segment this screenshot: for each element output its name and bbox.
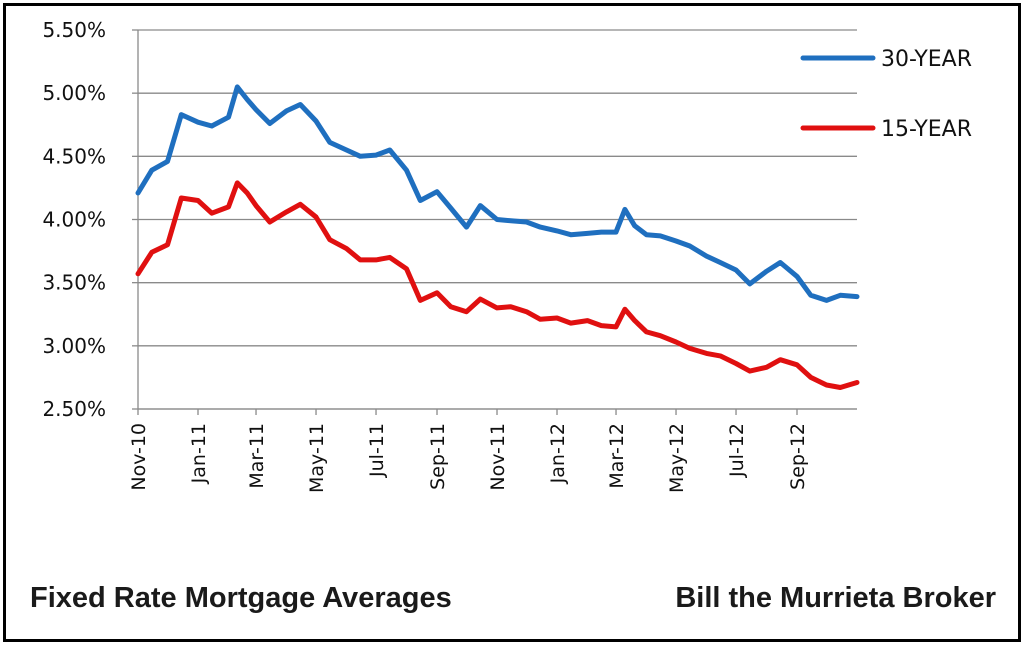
- legend: 30-YEAR 15-YEAR: [800, 47, 972, 142]
- series-line: [135, 180, 860, 390]
- x-tick-label: May-11: [306, 423, 328, 493]
- y-axis-tick-labels: 2.50% 3.00% 3.50% 4.00% 4.50% 5.00% 5.50%: [42, 18, 106, 421]
- x-tick-label: Mar-11: [246, 423, 268, 489]
- x-tick-label: Sep-12: [787, 423, 809, 490]
- y-tick-label: 3.00%: [42, 334, 106, 358]
- chart-caption-title: Fixed Rate Mortgage Averages: [30, 582, 452, 614]
- x-tick-label: Jul-12: [726, 423, 748, 478]
- y-tick-label: 4.50%: [42, 144, 106, 168]
- y-tick-label: 5.50%: [42, 18, 106, 42]
- chart-caption-author: Bill the Murrieta Broker: [675, 582, 996, 614]
- axes: [132, 29, 857, 415]
- x-tick-label: Jan-12: [547, 423, 569, 484]
- x-tick-label: Jul-11: [366, 423, 388, 478]
- x-tick-label: Sep-11: [427, 423, 449, 490]
- x-tick-label: Nov-11: [487, 423, 509, 491]
- chart-frame: [3, 3, 1021, 642]
- y-tick-label: 4.00%: [42, 208, 106, 232]
- y-tick-label: 3.50%: [42, 271, 106, 295]
- x-axis-tick-labels: Nov-10 Jan-11 Mar-11 May-11 Jul-11 Sep-11 Nov-…: [128, 423, 809, 493]
- legend-label: 30-YEAR: [881, 47, 972, 72]
- y-tick-label: 5.00%: [42, 81, 106, 105]
- x-tick-label: Jan-11: [188, 423, 210, 484]
- y-tick-label: 2.50%: [42, 397, 106, 421]
- series-line: [135, 84, 860, 303]
- x-tick-label: Mar-12: [606, 423, 628, 489]
- x-tick-label: Nov-10: [128, 423, 150, 491]
- x-tick-label: May-12: [666, 423, 688, 493]
- legend-label: 15-YEAR: [881, 117, 972, 142]
- series-lines: [135, 84, 860, 390]
